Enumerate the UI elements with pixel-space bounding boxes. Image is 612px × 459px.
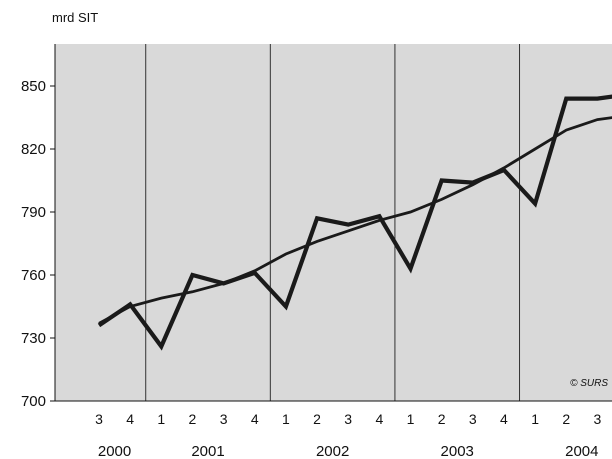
x-tick-label: 3 [469, 411, 477, 427]
y-tick-label: 850 [21, 78, 46, 95]
x-tick-label: 2 [313, 411, 321, 427]
x-tick-label: 4 [126, 411, 134, 427]
x-tick-label: 4 [500, 411, 508, 427]
y-tick-label: 820 [21, 141, 46, 158]
y-tick-label: 760 [21, 267, 46, 284]
x-tick-label: 3 [344, 411, 352, 427]
y-tick-label: 700 [21, 393, 46, 410]
x-tick-label: 2 [438, 411, 446, 427]
x-tick-label: 2 [562, 411, 570, 427]
x-tick-label: 4 [375, 411, 383, 427]
y-tick-label: 790 [21, 204, 46, 221]
x-tick-label: 1 [282, 411, 290, 427]
series-line-quarterly [97, 94, 612, 351]
year-label: 2002 [316, 443, 349, 459]
y-tick-label: 730 [21, 330, 46, 347]
x-tick-label: 3 [594, 411, 602, 427]
x-tick-label: 4 [251, 411, 259, 427]
x-axis-years: 2000 2001 2002 2003 2004 [98, 443, 599, 459]
year-label: 2001 [191, 443, 224, 459]
x-tick-label: 2 [189, 411, 197, 427]
year-label: 2004 [565, 443, 598, 459]
series-group [97, 94, 612, 351]
x-tick-label: 1 [407, 411, 415, 427]
x-axis-quarters: 341234123412341234 [55, 400, 612, 427]
series-line-trend [98, 116, 612, 325]
source-credit: © SURS [570, 378, 608, 389]
x-tick-label: 3 [220, 411, 228, 427]
y-axis: 700 730 760 790 820 850 [21, 44, 56, 410]
x-tick-label: 3 [95, 411, 103, 427]
year-label: 2003 [441, 443, 474, 459]
year-separators [145, 44, 521, 401]
x-tick-label: 1 [157, 411, 165, 427]
year-label: 2000 [98, 443, 131, 459]
x-tick-label: 1 [531, 411, 539, 427]
y-axis-label: mrd SIT [52, 10, 98, 25]
